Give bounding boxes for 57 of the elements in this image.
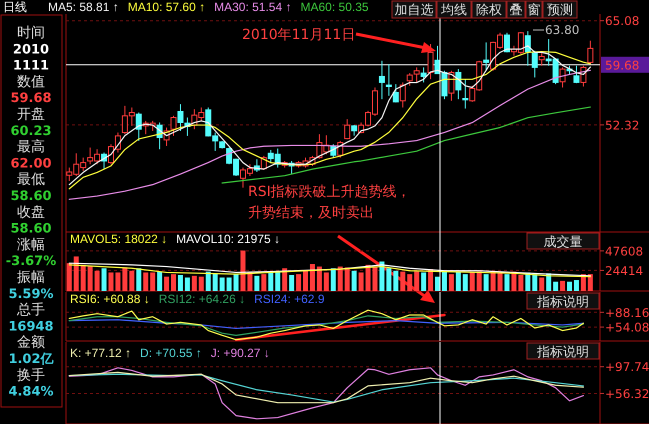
annotation: RSI指标跌破上升趋势线，升势结束，及时卖出 [248, 184, 411, 221]
series-label: D: +70.55 ↑ [140, 346, 202, 360]
text: -3.67% [6, 254, 56, 270]
annotation: 均线 [440, 3, 467, 18]
annotation: 窗 [528, 2, 540, 18]
text: 62.00 [10, 156, 52, 172]
text: MA60: 50.35 [300, 0, 369, 14]
text: MA10: 57.60 ↑ [128, 0, 206, 14]
y-tick-label: 24414 [605, 264, 644, 278]
text: 数值 [17, 74, 45, 90]
annotation: 指标说明 [536, 295, 589, 310]
ref-line-label: 59.68 [605, 58, 640, 72]
annotation: 63.80 [545, 23, 580, 37]
text: 2010 [12, 42, 50, 58]
series-label: J: +90.27 ↓ [210, 346, 270, 360]
annotation: 加自选 [394, 3, 434, 18]
text: 涨幅 [17, 236, 45, 253]
text: 58.60 [10, 189, 52, 204]
text: 总手 [16, 302, 45, 318]
y-tick-label: +56.32 [605, 386, 649, 401]
text: 60.23 [10, 124, 52, 139]
text: 金额 [17, 334, 45, 351]
y-tick-label: +97.74 [605, 360, 649, 374]
annotation: 叠 [510, 3, 522, 18]
text: 振幅 [17, 270, 45, 286]
y-tick-label: 52.32 [605, 118, 640, 132]
series-label: RSI12: +64.26 ↓ [158, 292, 246, 306]
y-tick-label: 65.08 [605, 14, 640, 28]
annotation: 指标说明 [536, 345, 589, 360]
text: 59.68 [10, 91, 52, 106]
series-label: MAVOL10: 21975 ↓ [176, 232, 280, 246]
annotation: 除权 [476, 3, 502, 18]
text: 最高 [17, 139, 45, 156]
text: 时间 [17, 25, 45, 41]
text: MA5: 58.81 ↑ [48, 0, 119, 14]
y-tick-label: +54.08 [605, 320, 649, 335]
y-tick-label: 47608 [605, 244, 644, 258]
text: 16948 [8, 319, 54, 334]
series-label: K: +77.12 ↑ [70, 346, 132, 360]
text: 1.02亿 [8, 352, 55, 367]
text: 最低 [17, 172, 45, 188]
series-label: RSI24: +62.9 [254, 292, 325, 306]
text: 收盘 [17, 204, 45, 220]
text: 换手 [17, 367, 45, 384]
series-label: MAVOL5: 18022 ↓ [70, 232, 168, 246]
annotation: 2010年11月11日 [242, 27, 356, 43]
text: 4.84% [8, 384, 54, 400]
chart-title: 日线 [3, 0, 27, 14]
text: 1111 [12, 58, 50, 74]
series-label: RSI6: +60.88 ↓ [70, 292, 150, 306]
text: 5.59% [8, 286, 54, 302]
text: MA30: 51.54 ↑ [214, 0, 292, 14]
y-tick-label: +88.16 [605, 306, 649, 320]
annotation: 成交量 [544, 234, 582, 250]
text: 58.60 [10, 222, 52, 237]
text: 开盘 [17, 106, 45, 122]
annotation: 预测 [547, 3, 573, 18]
